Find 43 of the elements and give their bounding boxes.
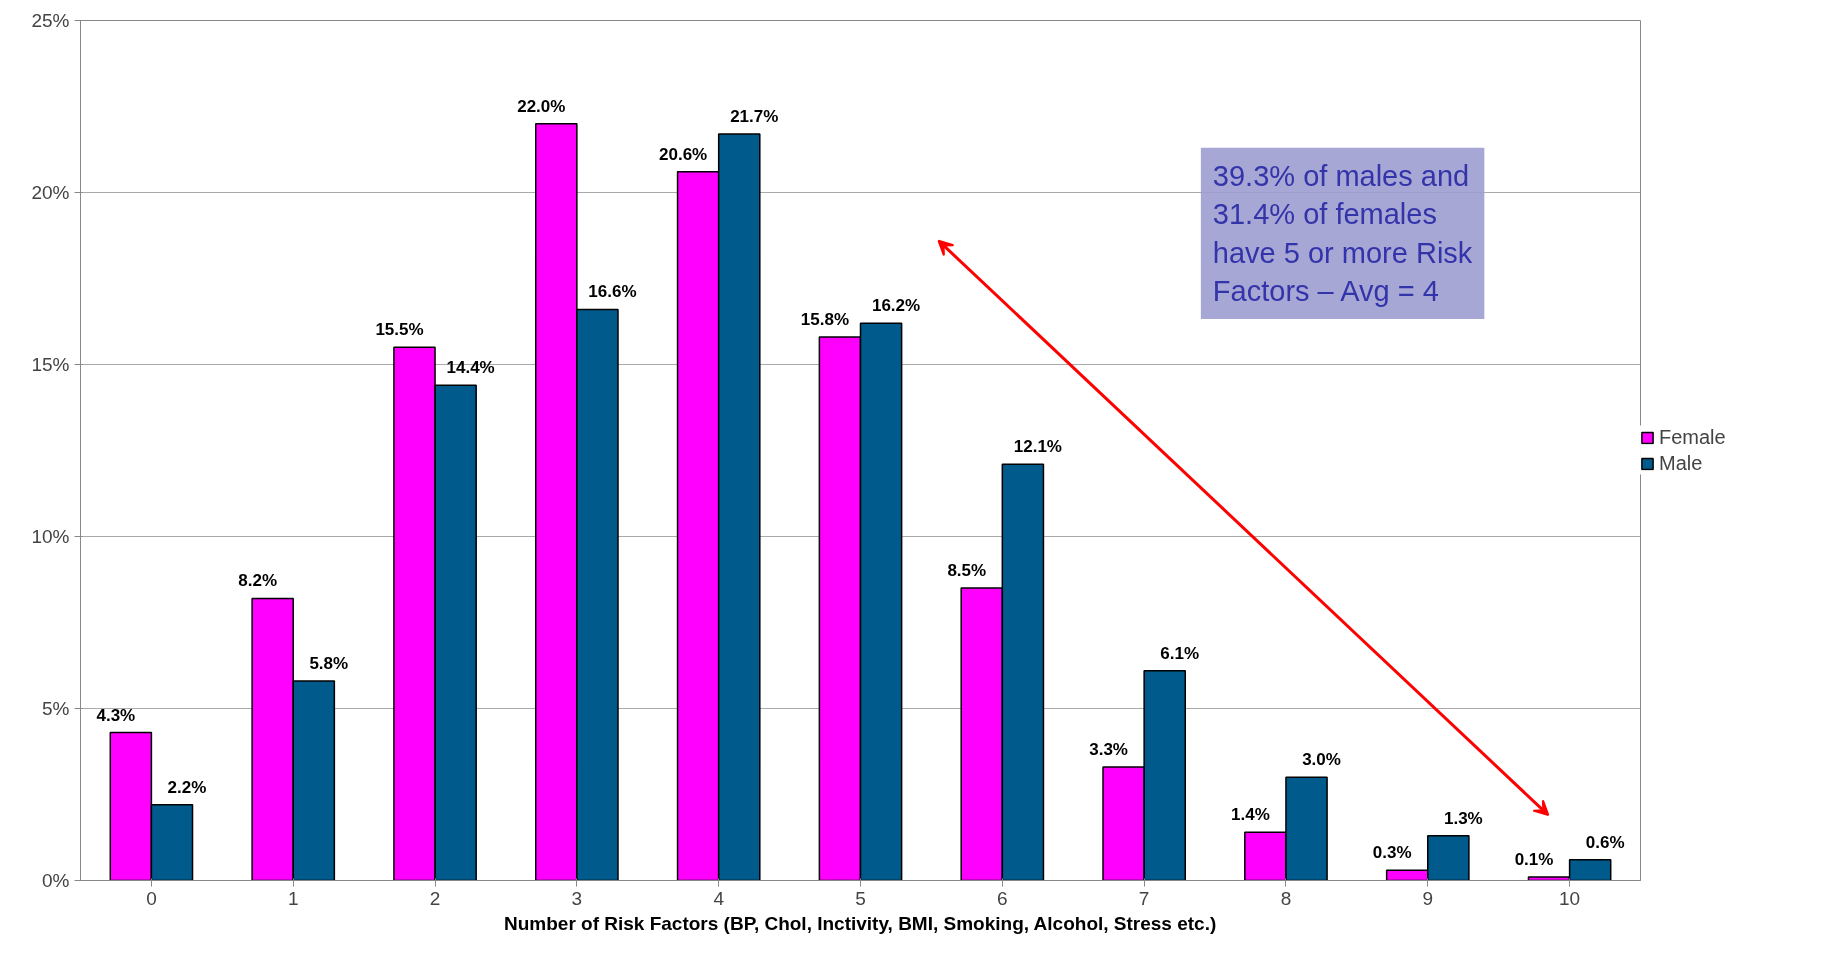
data-label: 14.4%: [446, 358, 495, 378]
data-label: 15.5%: [375, 320, 424, 340]
data-label: 12.1%: [1013, 437, 1062, 457]
data-label: 8.5%: [947, 561, 987, 581]
x-axis-title: Number of Risk Factors (BP, Chol, Inctivity, BMI, Smoking, Alcohol, Stress etc.): [504, 912, 1217, 934]
x-tick-label: 2: [429, 887, 441, 909]
data-label: 6.1%: [1160, 643, 1200, 663]
x-tick-label: 1: [287, 887, 299, 909]
y-tick-label: 0%: [42, 870, 70, 891]
x-tick-label: 0: [146, 887, 157, 909]
data-label: 2.2%: [167, 777, 207, 797]
x-tick-label: 7: [1138, 887, 1150, 909]
x-tick-label: 6: [997, 887, 1008, 909]
data-label: 21.7%: [730, 107, 779, 127]
data-label: 1.3%: [1443, 808, 1483, 828]
x-tick-label: 5: [855, 887, 866, 909]
x-tick-label: 3: [571, 887, 583, 909]
data-label: 16.6%: [588, 282, 637, 302]
legend-label: Male: [1659, 451, 1703, 475]
data-label: 0.6%: [1585, 832, 1625, 852]
data-label: 1.4%: [1231, 805, 1270, 825]
x-tick-label: 10: [1559, 887, 1581, 909]
legend-label: Female: [1659, 425, 1726, 449]
y-tick-label: 5%: [42, 698, 70, 719]
x-tick-label: 4: [713, 887, 725, 909]
x-tick-label: 9: [1422, 887, 1434, 909]
data-label: 0.3%: [1372, 843, 1412, 863]
data-label: 4.3%: [96, 705, 136, 725]
annotation: 39.3% of males and 31.4% of females have 5 or more Risk Factors – Avg = 4: [1212, 159, 1473, 307]
y-tick-label: 25%: [31, 10, 70, 31]
data-label: 0.1%: [1514, 850, 1554, 870]
data-label: 8.2%: [238, 571, 278, 591]
data-label: 22.0%: [517, 96, 566, 116]
y-tick-label: 10%: [31, 526, 70, 547]
y-tick-label: 15%: [31, 354, 70, 375]
data-label: 5.8%: [309, 653, 349, 673]
data-label: 16.2%: [871, 296, 921, 316]
data-label: 3.0%: [1302, 750, 1341, 770]
y-tick-label: 20%: [31, 182, 70, 203]
data-label: 20.6%: [659, 144, 708, 164]
data-label: 3.3%: [1089, 739, 1128, 759]
data-label: 15.8%: [800, 309, 850, 329]
x-tick-label: 8: [1280, 887, 1292, 909]
